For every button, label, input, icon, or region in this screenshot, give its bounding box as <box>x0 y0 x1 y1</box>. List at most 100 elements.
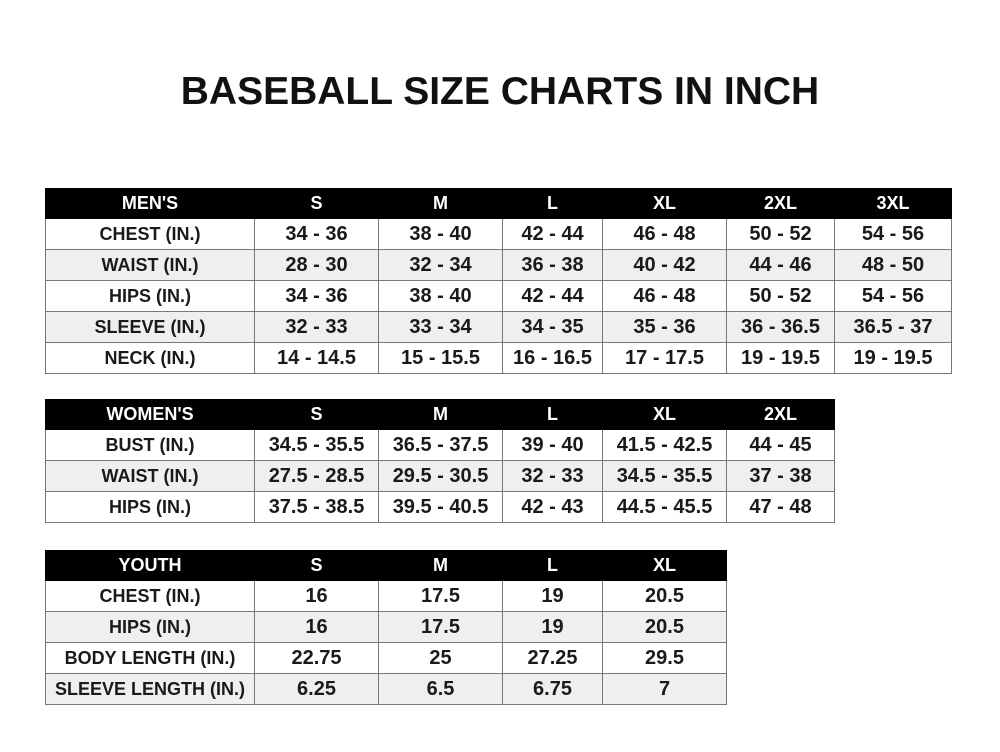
size-cell: 6.5 <box>378 673 503 705</box>
row-label: CHEST (IN.) <box>45 580 255 612</box>
row-label: WAIST (IN.) <box>45 460 255 492</box>
table-row: BODY LENGTH (IN.) 22.75 25 27.25 29.5 <box>45 642 727 674</box>
size-cell: 42 - 44 <box>502 218 603 250</box>
table-row: BUST (IN.) 34.5 - 35.5 36.5 - 37.5 39 - 40 4… <box>45 429 835 461</box>
column-header: S <box>254 550 379 581</box>
size-cell: 40 - 42 <box>602 249 727 281</box>
size-cell: 50 - 52 <box>726 218 835 250</box>
size-cell: 16 <box>254 611 379 643</box>
column-header: XL <box>602 399 727 430</box>
size-cell: 42 - 44 <box>502 280 603 312</box>
header-row: YOUTH S M L XL <box>45 550 727 581</box>
size-cell: 54 - 56 <box>834 280 952 312</box>
size-cell: 34.5 - 35.5 <box>254 429 379 461</box>
size-cell: 27.25 <box>502 642 603 674</box>
size-cell: 20.5 <box>602 611 727 643</box>
size-cell: 19 - 19.5 <box>726 342 835 374</box>
row-label: WAIST (IN.) <box>45 249 255 281</box>
column-header: XL <box>602 550 727 581</box>
header-row: MEN'S S M L XL 2XL 3XL <box>45 188 952 219</box>
size-cell: 39.5 - 40.5 <box>378 491 503 523</box>
page-title: BASEBALL SIZE CHARTS IN INCH <box>180 70 820 113</box>
column-header: 3XL <box>834 188 952 219</box>
size-cell: 46 - 48 <box>602 280 727 312</box>
size-cell: 14 - 14.5 <box>254 342 379 374</box>
size-cell: 37 - 38 <box>726 460 835 492</box>
womens-size-table: WOMEN'S S M L XL 2XL BUST (IN.) 34.5 - 35.5 36.5… <box>45 399 835 523</box>
size-cell: 34 - 35 <box>502 311 603 343</box>
row-label: HIPS (IN.) <box>45 491 255 523</box>
size-cell: 33 - 34 <box>378 311 503 343</box>
size-cell: 6.25 <box>254 673 379 705</box>
table-row: WAIST (IN.) 28 - 30 32 - 34 36 - 38 40 - 42 4… <box>45 249 952 281</box>
row-label: NECK (IN.) <box>45 342 255 374</box>
youth-size-table: YOUTH S M L XL CHEST (IN.) 16 17.5 19 20.5 HIPS (I… <box>45 550 727 705</box>
size-cell: 6.75 <box>502 673 603 705</box>
size-cell: 44 - 46 <box>726 249 835 281</box>
size-cell: 47 - 48 <box>726 491 835 523</box>
size-cell: 28 - 30 <box>254 249 379 281</box>
size-cell: 36 - 36.5 <box>726 311 835 343</box>
column-header: L <box>502 188 603 219</box>
row-label: BODY LENGTH (IN.) <box>45 642 255 674</box>
size-cell: 17 - 17.5 <box>602 342 727 374</box>
row-label: HIPS (IN.) <box>45 280 255 312</box>
size-cell: 17.5 <box>378 611 503 643</box>
table-row: SLEEVE LENGTH (IN.) 6.25 6.5 6.75 7 <box>45 673 727 705</box>
size-cell: 34.5 - 35.5 <box>602 460 727 492</box>
table-row: HIPS (IN.) 34 - 36 38 - 40 42 - 44 46 - 48 50… <box>45 280 952 312</box>
size-cell: 15 - 15.5 <box>378 342 503 374</box>
column-header: L <box>502 399 603 430</box>
size-cell: 25 <box>378 642 503 674</box>
table-row: CHEST (IN.) 16 17.5 19 20.5 <box>45 580 727 612</box>
size-cell: 36.5 - 37.5 <box>378 429 503 461</box>
row-label: BUST (IN.) <box>45 429 255 461</box>
column-header: M <box>378 550 503 581</box>
size-cell: 19 <box>502 580 603 612</box>
size-cell: 34 - 36 <box>254 218 379 250</box>
row-label: SLEEVE (IN.) <box>45 311 255 343</box>
size-cell: 19 - 19.5 <box>834 342 952 374</box>
column-header: YOUTH <box>45 550 255 581</box>
size-cell: 29.5 - 30.5 <box>378 460 503 492</box>
size-cell: 29.5 <box>602 642 727 674</box>
size-cell: 44.5 - 45.5 <box>602 491 727 523</box>
column-header: XL <box>602 188 727 219</box>
row-label: HIPS (IN.) <box>45 611 255 643</box>
size-cell: 36.5 - 37 <box>834 311 952 343</box>
size-cell: 50 - 52 <box>726 280 835 312</box>
table-row: SLEEVE (IN.) 32 - 33 33 - 34 34 - 35 35 - 36… <box>45 311 952 343</box>
table-row: HIPS (IN.) 37.5 - 38.5 39.5 - 40.5 42 - 43 4… <box>45 491 835 523</box>
column-header: S <box>254 188 379 219</box>
size-cell: 39 - 40 <box>502 429 603 461</box>
row-label: SLEEVE LENGTH (IN.) <box>45 673 255 705</box>
table-row: CHEST (IN.) 34 - 36 38 - 40 42 - 44 46 - 48 5… <box>45 218 952 250</box>
size-cell: 7 <box>602 673 727 705</box>
header-row: WOMEN'S S M L XL 2XL <box>45 399 835 430</box>
size-cell: 36 - 38 <box>502 249 603 281</box>
table-row: WAIST (IN.) 27.5 - 28.5 29.5 - 30.5 32 - 33… <box>45 460 835 492</box>
size-cell: 46 - 48 <box>602 218 727 250</box>
size-cell: 22.75 <box>254 642 379 674</box>
column-header: L <box>502 550 603 581</box>
column-header: 2XL <box>726 399 835 430</box>
size-cell: 35 - 36 <box>602 311 727 343</box>
size-cell: 54 - 56 <box>834 218 952 250</box>
size-cell: 42 - 43 <box>502 491 603 523</box>
size-cell: 38 - 40 <box>378 280 503 312</box>
size-cell: 48 - 50 <box>834 249 952 281</box>
table-row: NECK (IN.) 14 - 14.5 15 - 15.5 16 - 16.5 17 … <box>45 342 952 374</box>
size-cell: 20.5 <box>602 580 727 612</box>
column-header: M <box>378 188 503 219</box>
size-cell: 38 - 40 <box>378 218 503 250</box>
size-cell: 34 - 36 <box>254 280 379 312</box>
size-cell: 32 - 33 <box>502 460 603 492</box>
mens-size-table: MEN'S S M L XL 2XL 3XL CHEST (IN.) 34 - 36 38 - 4… <box>45 188 952 374</box>
size-cell: 16 - 16.5 <box>502 342 603 374</box>
size-cell: 17.5 <box>378 580 503 612</box>
column-header: 2XL <box>726 188 835 219</box>
column-header: MEN'S <box>45 188 255 219</box>
size-cell: 32 - 34 <box>378 249 503 281</box>
size-cell: 16 <box>254 580 379 612</box>
size-cell: 32 - 33 <box>254 311 379 343</box>
